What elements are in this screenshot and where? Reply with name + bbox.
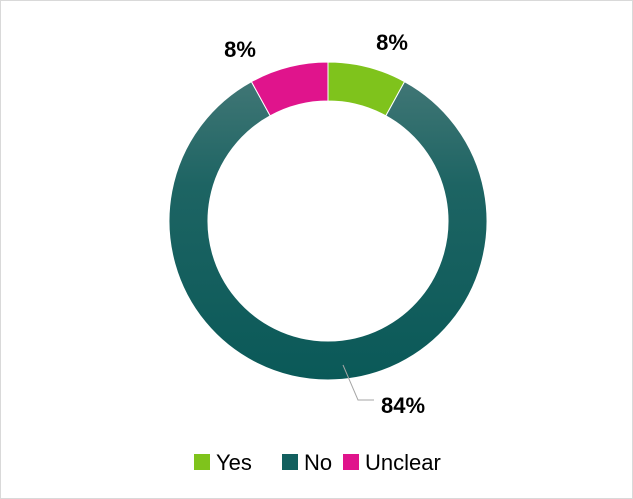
leader-line-no — [342, 364, 374, 401]
legend-label-unclear: Unclear — [365, 450, 441, 475]
legend-label-no: No — [304, 450, 332, 475]
data-label-no: 84% — [381, 393, 425, 418]
data-labels: 8% 84% 8% — [224, 30, 425, 418]
legend-label-yes: Yes — [216, 450, 252, 475]
data-label-yes: 8% — [376, 30, 408, 55]
legend-item-unclear: Unclear — [343, 450, 441, 475]
legend-item-yes: Yes — [194, 450, 252, 475]
slice-unclear — [250, 61, 329, 117]
legend: Yes No Unclear — [194, 450, 441, 475]
legend-swatch-yes — [194, 454, 210, 470]
donut-slices — [168, 61, 488, 381]
leader-lines — [342, 364, 374, 401]
slice-no — [168, 80, 488, 381]
legend-item-no: No — [282, 450, 332, 475]
legend-swatch-no — [282, 454, 298, 470]
data-label-unclear: 8% — [224, 37, 256, 62]
legend-swatch-unclear — [343, 454, 359, 470]
